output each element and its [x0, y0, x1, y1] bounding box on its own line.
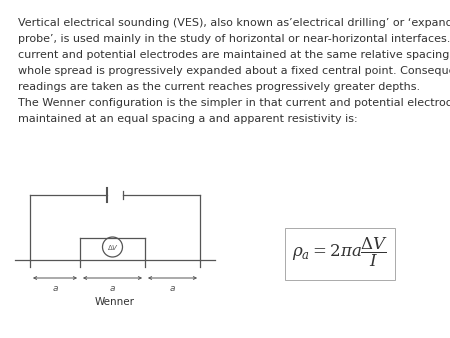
- FancyBboxPatch shape: [285, 228, 395, 280]
- Text: maintained at an equal spacing a and apparent resistivity is:: maintained at an equal spacing a and app…: [18, 114, 358, 124]
- Text: whole spread is progressively expanded about a fixed central point. Consequently: whole spread is progressively expanded a…: [18, 66, 450, 76]
- Text: current and potential electrodes are maintained at the same relative spacing and: current and potential electrodes are mai…: [18, 50, 450, 60]
- Text: a: a: [110, 284, 115, 293]
- Text: probe’, is used mainly in the study of horizontal or near-horizontal interfaces.: probe’, is used mainly in the study of h…: [18, 34, 450, 44]
- Text: a: a: [52, 284, 58, 293]
- Text: a: a: [170, 284, 175, 293]
- Text: readings are taken as the current reaches progressively greater depths.: readings are taken as the current reache…: [18, 82, 420, 92]
- Text: The Wenner configuration is the simpler in that current and potential electrodes: The Wenner configuration is the simpler …: [18, 98, 450, 108]
- Text: $\rho_a = 2\pi a\dfrac{\Delta V}{I}$: $\rho_a = 2\pi a\dfrac{\Delta V}{I}$: [292, 235, 388, 269]
- Text: Wenner: Wenner: [95, 297, 135, 307]
- Text: Vertical electrical sounding (VES), also known as’electrical drilling’ or ‘expan: Vertical electrical sounding (VES), also…: [18, 18, 450, 28]
- Text: $\Delta V$: $\Delta V$: [107, 242, 118, 251]
